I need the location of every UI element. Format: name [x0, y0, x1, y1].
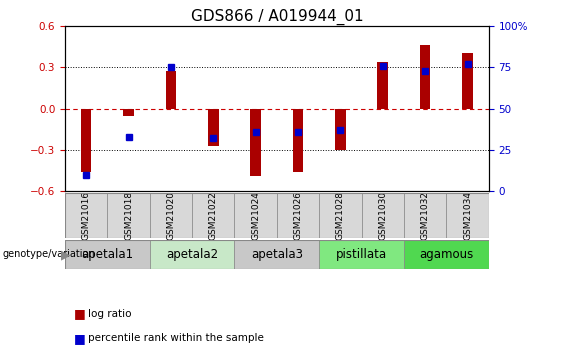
Text: apetala3: apetala3	[251, 248, 303, 261]
Bar	[404, 193, 446, 238]
Bar	[319, 193, 362, 238]
Bar	[65, 240, 150, 269]
Text: GSM21024: GSM21024	[251, 191, 260, 240]
Bar	[293, 109, 303, 172]
Text: GSM21016: GSM21016	[82, 191, 90, 240]
Text: GSM21020: GSM21020	[167, 191, 175, 240]
Text: GSM21032: GSM21032	[421, 191, 429, 240]
Text: apetala1: apetala1	[81, 248, 133, 261]
Bar	[166, 71, 176, 109]
Bar	[462, 53, 473, 109]
Text: genotype/variation: genotype/variation	[3, 249, 95, 259]
Text: ■: ■	[73, 307, 85, 321]
Bar	[335, 109, 346, 150]
Bar	[123, 109, 134, 116]
Text: GSM21030: GSM21030	[379, 191, 387, 240]
Bar	[150, 193, 192, 238]
Text: log ratio: log ratio	[88, 309, 131, 319]
Bar	[420, 45, 431, 109]
Bar	[107, 193, 150, 238]
Bar	[81, 109, 92, 172]
Bar	[150, 240, 234, 269]
Text: GSM21028: GSM21028	[336, 191, 345, 240]
Bar	[319, 240, 404, 269]
Bar	[65, 193, 107, 238]
Bar	[362, 193, 404, 238]
Text: apetala2: apetala2	[166, 248, 218, 261]
Text: GSM21034: GSM21034	[463, 191, 472, 240]
Bar	[234, 240, 319, 269]
Bar	[277, 193, 319, 238]
Bar	[404, 240, 489, 269]
Text: agamous: agamous	[419, 248, 473, 261]
Text: GSM21022: GSM21022	[209, 191, 218, 240]
Text: ▶: ▶	[61, 248, 71, 261]
Bar	[234, 193, 277, 238]
Bar	[446, 193, 489, 238]
Text: GSM21026: GSM21026	[294, 191, 302, 240]
Bar	[208, 109, 219, 146]
Text: GSM21018: GSM21018	[124, 191, 133, 240]
Text: pistillata: pistillata	[336, 248, 387, 261]
Bar	[192, 193, 234, 238]
Text: ■: ■	[73, 332, 85, 345]
Text: GDS866 / A019944_01: GDS866 / A019944_01	[190, 9, 363, 25]
Bar	[250, 109, 261, 176]
Bar	[377, 62, 388, 109]
Text: percentile rank within the sample: percentile rank within the sample	[88, 333, 263, 343]
